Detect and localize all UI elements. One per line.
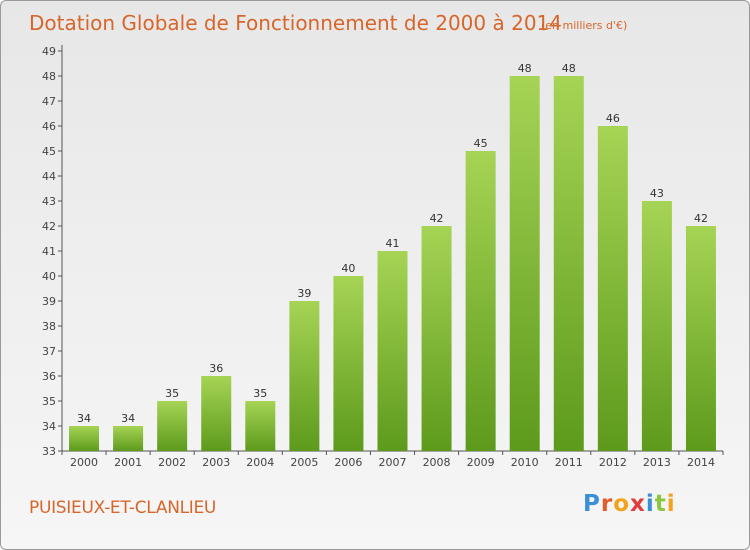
y-tick-label: 42: [42, 220, 56, 233]
x-tick-label: 2006: [334, 456, 362, 469]
data-label-2001: 34: [121, 412, 135, 425]
chart-unit: (en milliers d'€): [541, 19, 627, 32]
logo-letter: i: [666, 491, 676, 517]
x-tick-label: 2013: [643, 456, 671, 469]
x-axis: 2000 2001 2002 2003 2004 2005 2006 2007 2008 2009…: [61, 450, 724, 469]
x-tick-label: 2001: [114, 456, 142, 469]
x-tick-label: 2003: [202, 456, 230, 469]
x-tick-label: 2005: [290, 456, 318, 469]
y-tick-label: 33: [42, 445, 56, 458]
data-label-2011: 48: [562, 62, 576, 75]
logo-letter: i: [645, 491, 655, 517]
logo-letter: o: [613, 491, 631, 517]
logo-letter: P: [583, 491, 601, 517]
x-tick-label: 2007: [379, 456, 407, 469]
y-tick-label: 46: [42, 120, 56, 133]
bar-2014: [685, 226, 716, 451]
data-label-2009: 45: [474, 137, 488, 150]
bar-2000: [69, 426, 100, 451]
x-tick-label: 2002: [158, 456, 186, 469]
x-tick-label: 2011: [555, 456, 583, 469]
bar-2007: [377, 251, 408, 451]
x-tick-label: 2000: [70, 456, 98, 469]
data-label-2008: 42: [430, 212, 444, 225]
logo-letter: t: [654, 491, 667, 517]
x-tick-label: 2012: [599, 456, 627, 469]
bar-2003: [201, 376, 232, 451]
y-tick-label: 37: [42, 345, 56, 358]
bar-2001: [113, 426, 144, 451]
data-labels: 34 34 35 36 35 39 40 41 42 45 48 48 46 43 42: [77, 62, 708, 425]
y-tick-label: 49: [42, 45, 56, 58]
data-label-2003: 36: [209, 362, 223, 375]
bars: [69, 76, 716, 451]
chart-title: Dotation Globale de Fonctionnement de 20…: [29, 11, 562, 35]
y-tick-label: 35: [42, 395, 56, 408]
bar-2005: [289, 301, 320, 451]
x-tick-label: 2010: [511, 456, 539, 469]
data-label-2005: 39: [297, 287, 311, 300]
bar-2012: [597, 126, 628, 451]
bar-2009: [465, 151, 496, 451]
x-tick-label: 2008: [423, 456, 451, 469]
data-label-2010: 48: [518, 62, 532, 75]
x-tick-label: 2014: [687, 456, 715, 469]
data-label-2014: 42: [694, 212, 708, 225]
y-axis: 33 34 35 36 37 38 39 40 41 42 43 44 45 46 47 48 49: [42, 45, 63, 458]
x-tick-label: 2009: [467, 456, 495, 469]
data-label-2013: 43: [650, 187, 664, 200]
y-tick-label: 44: [42, 170, 56, 183]
data-label-2000: 34: [77, 412, 91, 425]
y-tick-label: 45: [42, 145, 56, 158]
data-label-2012: 46: [606, 112, 620, 125]
y-tick-label: 43: [42, 195, 56, 208]
x-tick-label: 2004: [246, 456, 274, 469]
y-tick-label: 41: [42, 245, 56, 258]
y-tick-label: 34: [42, 420, 56, 433]
y-tick-label: 38: [42, 320, 56, 333]
bar-2002: [157, 401, 188, 451]
y-tick-label: 48: [42, 70, 56, 83]
data-label-2006: 40: [341, 262, 355, 275]
y-tick-label: 40: [42, 270, 56, 283]
bar-2010: [509, 76, 540, 451]
y-tick-label: 39: [42, 295, 56, 308]
bar-2013: [641, 201, 672, 451]
bar-2004: [245, 401, 276, 451]
bar-2006: [333, 276, 364, 451]
logo-letter: x: [630, 491, 646, 517]
bar-2008: [421, 226, 452, 451]
bar-2011: [553, 76, 584, 451]
commune-name: PUISIEUX-ET-CLANLIEU: [29, 498, 217, 518]
data-label-2002: 35: [165, 387, 179, 400]
y-tick-label: 36: [42, 370, 56, 383]
y-tick-label: 47: [42, 95, 56, 108]
data-label-2007: 41: [386, 237, 400, 250]
logo-letter: r: [600, 491, 614, 517]
data-label-2004: 35: [253, 387, 267, 400]
proxiti-logo[interactable]: Proxiti: [583, 491, 676, 517]
